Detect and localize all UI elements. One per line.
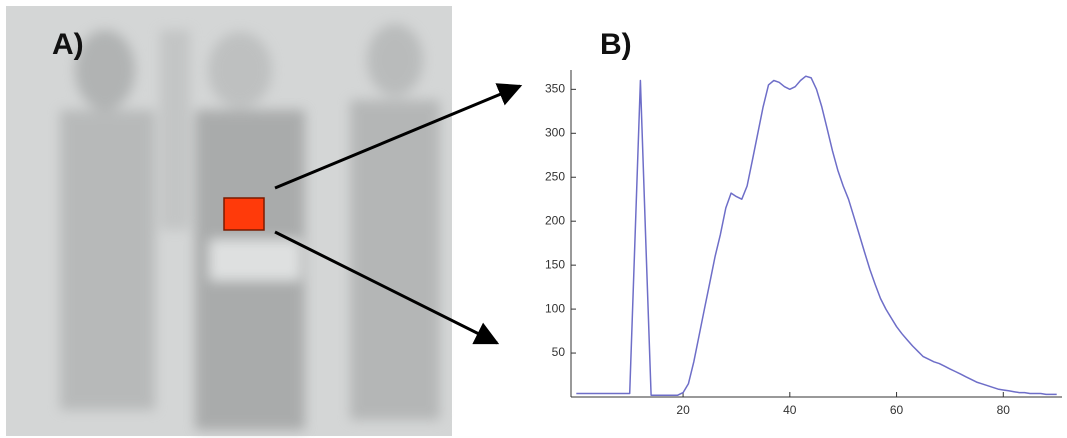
painting: A): [6, 6, 452, 436]
painting-figures: [60, 24, 440, 430]
line-series: [576, 75, 1057, 396]
y-tick-label: 200: [545, 213, 565, 227]
y-tick-label: 300: [545, 125, 565, 139]
y-tick-label: 100: [545, 301, 565, 315]
y-tick-label: 350: [545, 82, 565, 96]
panel-label: B): [600, 28, 632, 61]
y-tick-label: 50: [552, 345, 566, 359]
arrow: [274, 83, 523, 190]
panel-label: A): [52, 28, 84, 61]
x-tick-label: 20: [676, 403, 690, 417]
x-tick-label: 80: [997, 403, 1011, 417]
y-tick-label: 250: [545, 169, 565, 183]
y-tick-label: 150: [545, 257, 565, 271]
x-tick-label: 60: [890, 403, 904, 417]
x-tick-label: 40: [783, 403, 797, 417]
selection-box: [223, 197, 265, 231]
plot: 50 100 150 200 250 300 350 20 40 60 80: [545, 70, 1062, 417]
arrow: [274, 230, 500, 345]
